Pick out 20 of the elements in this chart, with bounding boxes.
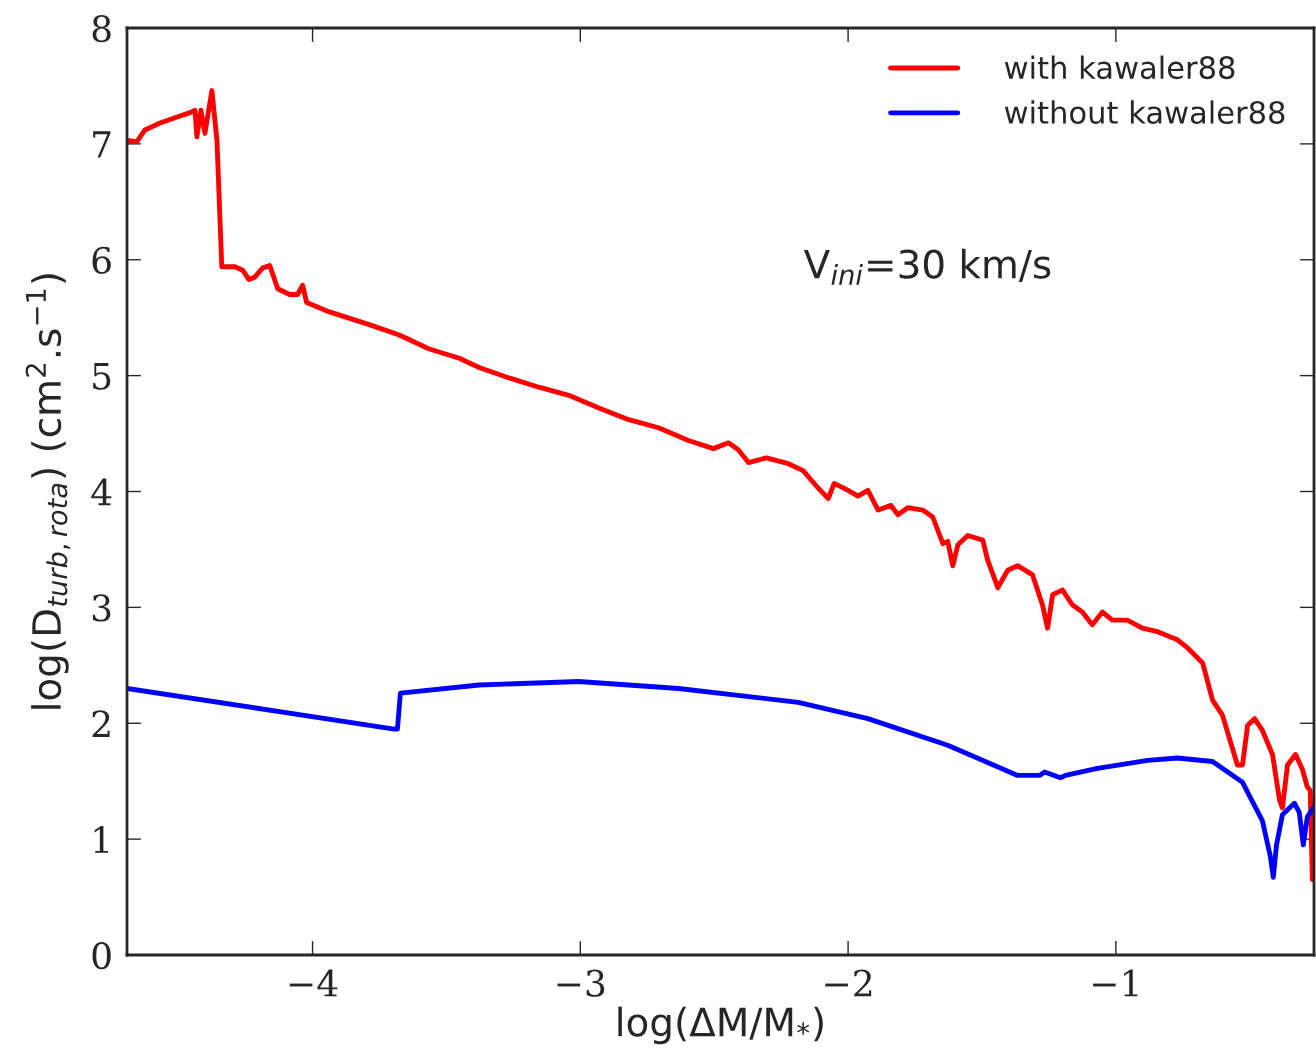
annotation: V$_{ini}$=30 km/s: [803, 248, 1051, 285]
y-tick-label: 3: [92, 594, 111, 622]
y-tick-label: 6: [92, 246, 111, 274]
y-tick-label: 0: [92, 941, 111, 970]
line-series: [127, 679, 1314, 880]
y-tick-label: 7: [93, 131, 111, 158]
y-tick-label: 2: [92, 710, 110, 737]
y-tick-label: 5: [93, 363, 111, 390]
x-tick-label: −4: [289, 969, 338, 997]
y-tick-label: 8: [92, 14, 111, 43]
y-tick-label: 1: [94, 826, 108, 853]
y-tick-label: 4: [91, 478, 112, 506]
legend-label: with kawaler88: [1004, 55, 1235, 80]
x-tick-label: −1: [1093, 969, 1138, 997]
line-series: [127, 88, 1314, 883]
x-axis-title: log(ΔM/M$_{*}$): [618, 1006, 823, 1045]
legend-label: without kawaler88: [1004, 100, 1285, 124]
y-axis-title: log(D$_{turb,rota}$) (cm$^{2}$.s$^{−1}$): [25, 274, 71, 709]
x-tick-label: −3: [557, 969, 605, 997]
x-tick-label: −2: [825, 969, 872, 997]
